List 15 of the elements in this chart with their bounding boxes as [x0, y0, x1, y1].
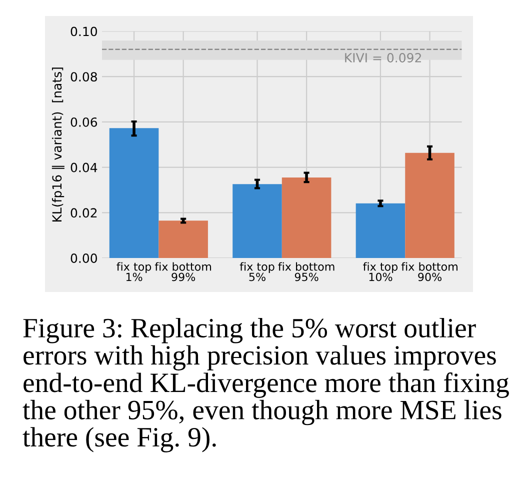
x-tick-label: fix bottom 90%: [401, 262, 458, 282]
y-tick-label: 0.08: [70, 72, 97, 82]
y-tick-label: 0.04: [70, 162, 98, 172]
x-tick-label: fix bottom 99%: [154, 262, 212, 282]
x-tick-label: fix top 10%: [363, 262, 398, 282]
x-tick-label: fix bottom 95%: [278, 262, 334, 282]
y-tick-label: 0.00: [70, 254, 97, 263]
y-tick-label: 0.10: [70, 26, 97, 36]
x-tick-label: fix top 1%: [116, 262, 152, 282]
y-axis-title: KL(fp16 ‖ variant) [nats]: [52, 68, 64, 222]
caption: Figure 3: Replacing the 5% worst outlier errors with high precision values improves end-to-end KL-divergence more than fixing the other 95%, even though more MSE lies there (see Fig. 9).: [22, 318, 509, 452]
y-tick-label: 0.02: [70, 208, 97, 218]
ref-line-label: KIVI = 0.092: [345, 53, 421, 62]
y-tick-label: 0.06: [70, 117, 98, 127]
x-tick-label: fix top 5%: [240, 262, 274, 282]
